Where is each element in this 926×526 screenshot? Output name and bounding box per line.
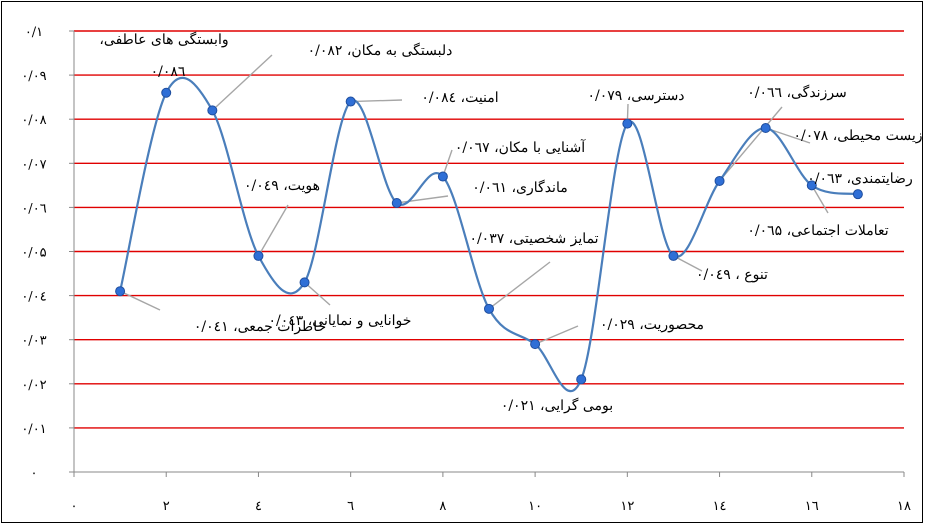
y-tick-label: ۰/۰۳	[21, 334, 46, 349]
data-point-marker	[299, 277, 310, 288]
data-point-marker	[852, 189, 863, 200]
data-point-marker	[253, 250, 264, 261]
data-point-marker	[760, 123, 771, 134]
data-label: ۰/۰۸٦	[151, 64, 186, 80]
data-label-extra: وابستگی های عاطفی،	[99, 31, 228, 48]
label-leader-line	[811, 184, 829, 214]
x-tick-label: ۱٤	[713, 499, 727, 514]
data-label: هویت، ۰/۰٤۹	[244, 178, 320, 194]
x-tick-label: ٦	[347, 499, 354, 514]
data-label: آشنایی با مکان، ۰/۰٦۷	[455, 138, 586, 156]
data-label: خوانایی و نمایانی، ۰/۰٤۳	[269, 313, 412, 329]
data-label: ماندگاری، ۰/۰٦۱	[472, 179, 567, 196]
data-point-marker	[806, 180, 817, 191]
label-leaders	[119, 54, 829, 345]
x-tick-label: ۱۰	[528, 499, 542, 514]
x-tick-label: ٤	[255, 499, 262, 514]
x-tick-label: ۱۸	[897, 499, 911, 514]
data-label: تمایز شخصیتی، ۰/۰۳۷	[469, 231, 598, 247]
y-tick-label: ۰/۰۲	[21, 378, 46, 393]
x-tick-label: ۱۲	[620, 499, 634, 514]
markers	[115, 87, 863, 385]
series-line	[119, 76, 859, 393]
data-label: امنیت، ۰/۰۸٤	[421, 90, 498, 106]
data-label: سرزندگی، ۰/۰٦٦	[747, 84, 847, 101]
data-label: زیست محیطی، ۰/۰۷۸	[793, 128, 922, 144]
y-tick-label: ۰/۰۷	[21, 157, 46, 172]
data-point-marker	[668, 250, 679, 261]
axes	[69, 30, 905, 477]
data-point-marker	[530, 339, 541, 350]
label-leader-line	[211, 54, 273, 111]
data-point-marker	[391, 197, 402, 208]
label-leader-line	[719, 106, 783, 182]
y-tick-label: ۰/۱	[25, 25, 43, 40]
data-label: بومی گرایی، ۰/۰۲۱	[501, 397, 613, 414]
data-point-marker	[576, 374, 587, 385]
data-label: تنوع ، ۰/۰٤۹	[696, 267, 768, 283]
y-tick-label: ۰/۰۱	[21, 422, 46, 437]
label-leader-line	[257, 204, 289, 257]
data-point-marker	[437, 171, 448, 182]
label-leader-line	[673, 255, 703, 272]
data-point-marker	[714, 175, 725, 186]
label-leader-line	[534, 325, 579, 345]
data-label: رضایتمندی، ۰/۰٦۳	[807, 171, 912, 187]
data-point-marker	[622, 118, 633, 129]
y-tick-label: ۰/۰۹	[21, 69, 46, 84]
x-tick-label: ۸	[439, 499, 446, 514]
data-label: تعاملات اجتماعی، ۰/۰٦۵	[747, 223, 888, 239]
data-label: محصوریت، ۰/۰۲۹	[600, 317, 704, 333]
x-tick-label: ۲	[163, 499, 170, 514]
label-leader-line	[304, 281, 331, 306]
tick-labels: ۰ ۰/۰۱ ۰/۰۲ ۰/۰۳ ۰/۰٤ ۰/۰۵ ۰/۰٦ ۰/۰۷ ۰/۰۸ ۰/۰۹ ۰/۱…	[21, 25, 911, 514]
label-leader-line	[488, 261, 551, 310]
data-point-marker	[115, 286, 126, 297]
y-tick-label: ۰/۰۸	[21, 113, 46, 128]
data-point-marker	[161, 87, 172, 98]
x-tick-label: ۰	[71, 499, 78, 514]
data-point-marker	[207, 105, 218, 116]
y-tick-label: ۰/۰۵	[21, 246, 46, 261]
y-tick-label: ۰/۰٤	[21, 290, 46, 305]
data-labels: خاطرات جمعی، ۰/۰٤۱ ۰/۰۸٦ دلبستگی به مکان، …	[99, 31, 922, 414]
data-point-marker	[345, 96, 356, 107]
label-leader-line	[119, 290, 161, 311]
y-tick-label: ۰	[31, 466, 38, 481]
data-label: دلبستگی به مکان، ۰/۰۸۲	[308, 42, 453, 59]
gridlines	[74, 30, 904, 429]
data-point-marker	[484, 303, 494, 314]
data-label: دسترسی، ۰/۰۷۹	[587, 88, 684, 104]
label-leader-line	[396, 195, 449, 204]
data-label: خاطرات جمعی، ۰/۰٤۱	[194, 319, 326, 335]
y-tick-label: ۰/۰٦	[21, 201, 46, 216]
label-leader-line	[350, 99, 403, 103]
x-tick-label: ۱٦	[805, 499, 819, 514]
